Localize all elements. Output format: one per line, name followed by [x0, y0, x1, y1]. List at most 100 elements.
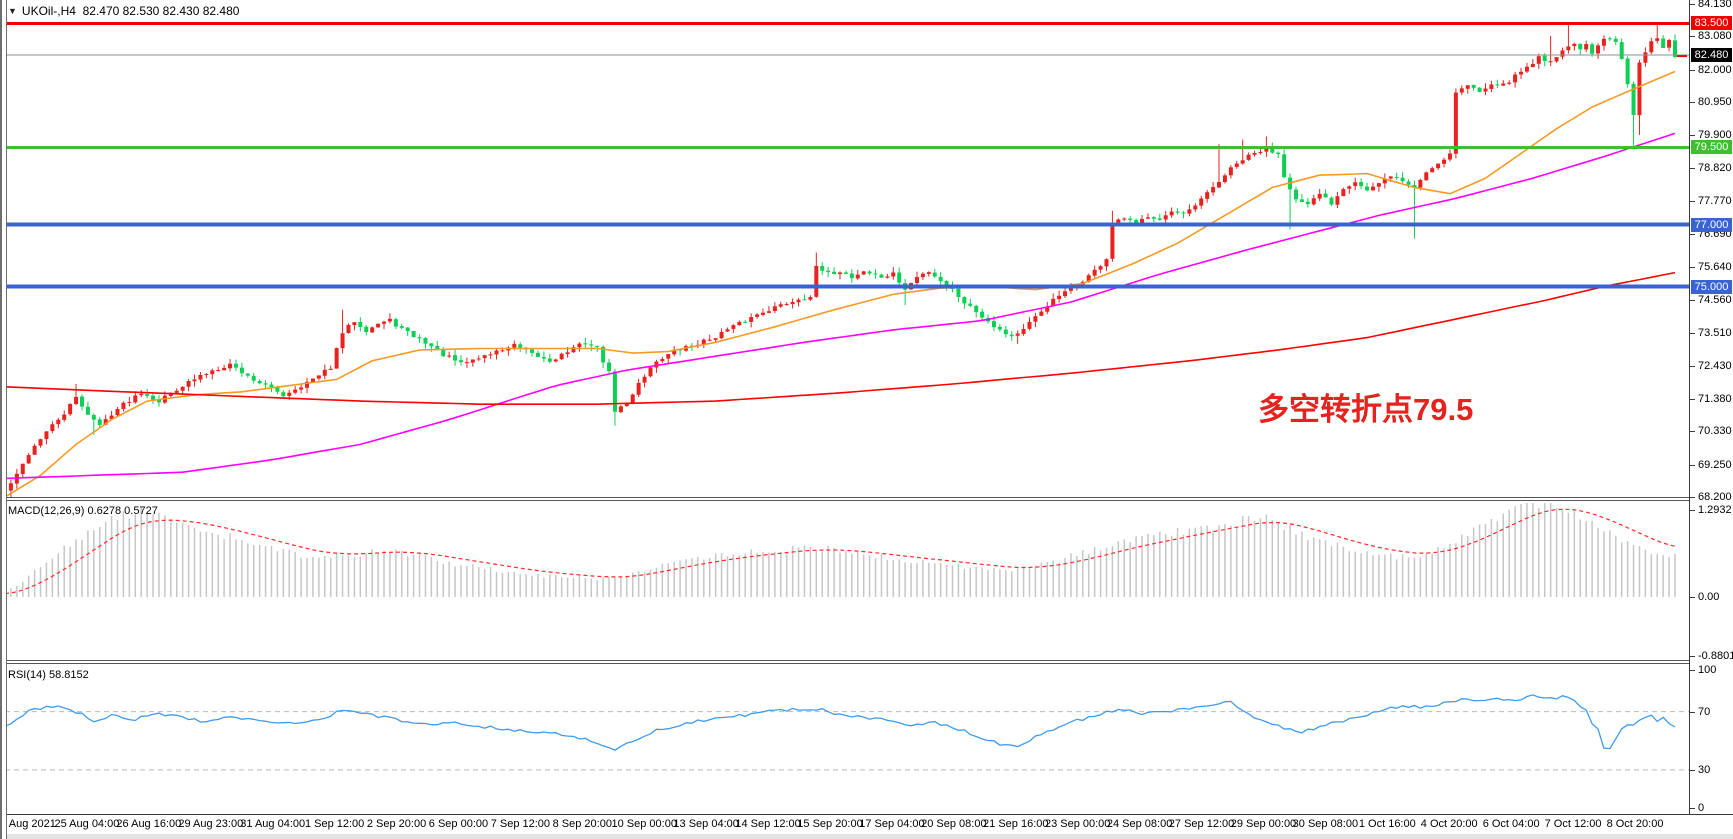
price-tick-label: 82.000: [1698, 63, 1732, 76]
time-tick-label: 20 Sep 08:00: [921, 818, 987, 830]
price-axis[interactable]: 84.130 83.080 82.000 80.950 79.900 78.820 77.7…: [1690, 0, 1733, 814]
time-tick-label: 30 Sep 08:00: [1292, 818, 1359, 830]
macd-tick-label: -0.8801: [1698, 650, 1733, 662]
rsi-tick-label-mark: [1690, 769, 1695, 771]
time-tick-label: 8 Sep 20:00: [552, 818, 612, 830]
price-tick-label-mark: [1690, 200, 1695, 202]
rsi-tick-label: 30: [1698, 763, 1711, 776]
rsi-line: [4, 694, 1676, 751]
price-tick-label-mark: [1690, 300, 1695, 302]
time-tick-label: 24 Sep 08:00: [1106, 818, 1173, 830]
time-tick-label: 27 Sep 12:00: [1168, 818, 1235, 830]
price-line-badge: 83.500: [1691, 16, 1732, 31]
time-tick-label: 31 Aug 04:00: [240, 818, 306, 830]
ma-fast-line: [4, 70, 1676, 498]
price-tick-label-mark: [1690, 366, 1695, 368]
time-tick-label: 1 Sep 12:00: [304, 818, 365, 830]
time-tick-label: 4 Oct 20:00: [1420, 818, 1478, 830]
price-line-badge: 79.500: [1691, 140, 1732, 155]
price-tick-label: 74.560: [1698, 294, 1732, 307]
horizontal-level-lines: [5, 21, 1689, 289]
ma-slow-line: [4, 271, 1676, 405]
time-tick-label: 23 Aug 2021: [0, 818, 56, 830]
price-tick-label-mark: [1690, 134, 1695, 136]
time-tick-label: 17 Sep 04:00: [859, 818, 925, 830]
price-tick-label: 78.820: [1698, 162, 1732, 175]
macd-tick-label-mark: [1690, 656, 1695, 657]
rsi-tick-label-mark: [1690, 711, 1695, 713]
price-tick-label: 69.250: [1698, 458, 1732, 471]
price-tick-label: 80.950: [1698, 96, 1732, 109]
panel-separator-rsi[interactable]: [0, 660, 1690, 664]
time-tick-label: 2 Sep 20:00: [366, 818, 427, 830]
rsi-tick-label-mark: [1690, 670, 1695, 671]
price-tick-label-mark: [1690, 464, 1695, 466]
price-tick-label: 83.080: [1698, 30, 1732, 43]
current-price-line: [5, 54, 1689, 58]
macd-tick-label: 0.00: [1698, 591, 1720, 603]
time-tick-label: 8 Oct 20:00: [1606, 818, 1664, 830]
price-tick-label-mark: [1690, 36, 1695, 38]
price-tick-label: 72.430: [1698, 360, 1732, 373]
chart-text-annotation[interactable]: 多空转折点79.5: [1258, 392, 1474, 427]
price-tick-label-mark: [1690, 266, 1695, 268]
price-tick-label-mark: [1690, 102, 1695, 104]
rsi-tick-label: 100: [1698, 664, 1717, 676]
price-tick-label: 79.900: [1698, 128, 1732, 141]
price-line-badge: 75.000: [1691, 279, 1732, 294]
macd-tick-label-mark: [1690, 510, 1695, 511]
window-left-border: [0, 0, 7, 839]
time-tick-label: 25 Aug 04:00: [54, 818, 120, 830]
time-tick-label: 13 Sep 04:00: [673, 818, 739, 830]
price-tick-label: 71.380: [1698, 392, 1732, 405]
price-line-badge: 77.000: [1691, 217, 1732, 232]
price-tick-label-mark: [1690, 332, 1695, 334]
symbol-dropdown-icon[interactable]: ▼: [8, 6, 17, 16]
rsi-indicator-label: RSI(14) 58.8152: [8, 669, 89, 681]
price-tick-label-mark: [1690, 168, 1695, 170]
symbol-ohlc-title: ▼ UKOil-,H4 82.470 82.530 82.430 82.480: [8, 4, 239, 18]
moving-average-lines: [4, 70, 1676, 498]
time-tick-label: 10 Sep 00:00: [611, 818, 677, 830]
price-tick-label-mark: [1690, 234, 1695, 236]
time-tick-label: 15 Sep 20:00: [797, 818, 863, 830]
time-tick-label: 14 Sep 12:00: [735, 818, 801, 830]
current-price-badge: 82.480: [1691, 48, 1732, 63]
price-tick-label: 77.770: [1698, 194, 1732, 207]
price-tick-label-mark: [1690, 69, 1695, 71]
time-tick-label: 26 Aug 16:00: [116, 818, 182, 830]
rsi-tick-label-mark: [1690, 808, 1695, 809]
rsi-tick-label: 0: [1698, 802, 1705, 814]
panel-separator-macd[interactable]: [0, 497, 1690, 501]
ma-mid-line: [4, 132, 1676, 480]
time-tick-label: 6 Oct 04:00: [1482, 818, 1540, 830]
time-tick-label: 29 Sep 00:00: [1230, 818, 1297, 830]
time-tick-label: 21 Sep 16:00: [983, 818, 1049, 830]
price-tick-label: 70.330: [1698, 425, 1732, 438]
price-tick-label-mark: [1690, 497, 1695, 498]
price-tick-label: 68.200: [1698, 491, 1732, 503]
price-tick-label: 75.640: [1698, 260, 1732, 273]
macd-histogram: [4, 503, 1676, 597]
macd-tick-label-mark: [1690, 597, 1695, 598]
macd-tick-label: 1.2932: [1698, 504, 1732, 516]
macd-indicator-label: MACD(12,26,9) 0.6278 0.5727: [8, 505, 158, 517]
price-tick-label: 73.510: [1698, 326, 1732, 339]
time-tick-label: 23 Sep 00:00: [1044, 818, 1111, 830]
price-tick-label-mark: [1690, 398, 1695, 400]
candlestick-series: [3, 24, 1677, 497]
time-tick-label: 6 Sep 00:00: [428, 818, 489, 830]
time-tick-label: 7 Oct 12:00: [1544, 818, 1602, 830]
time-tick-label: 1 Oct 16:00: [1358, 818, 1416, 830]
price-chart-plot[interactable]: [0, 0, 1690, 814]
plot-right-border: [1689, 0, 1690, 814]
rsi-tick-label: 70: [1698, 705, 1711, 718]
rsi-level-lines: [5, 711, 1689, 771]
time-tick-label: 29 Aug 23:00: [178, 818, 244, 830]
time-axis[interactable]: 23 Aug 2021 25 Aug 04:00 26 Aug 16:00 29 Au…: [0, 815, 1733, 834]
window-bottom-strip: [0, 834, 1733, 839]
time-tick-label: 7 Sep 12:00: [490, 818, 551, 830]
price-tick-label: 84.130: [1698, 0, 1732, 10]
time-axis-border: [0, 814, 1733, 815]
